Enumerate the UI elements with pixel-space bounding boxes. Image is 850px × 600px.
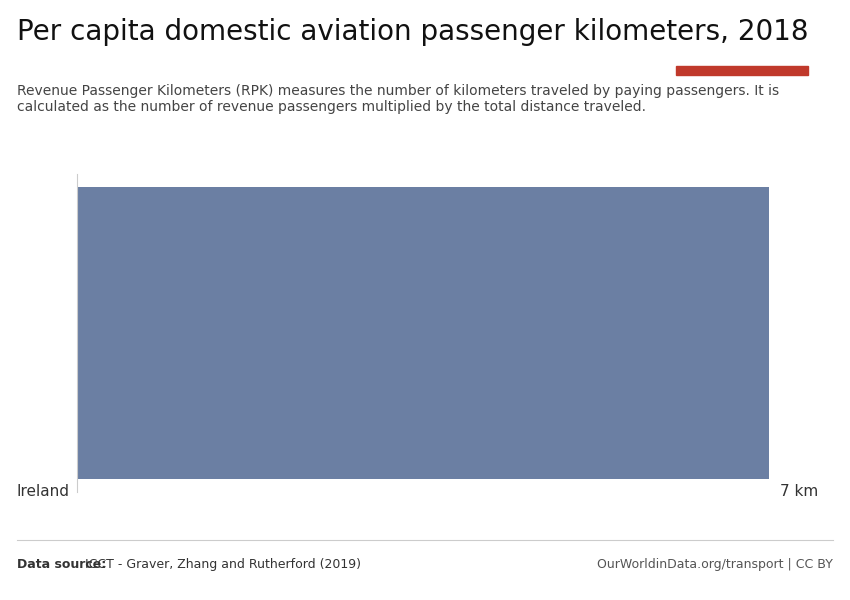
Text: Revenue Passenger Kilometers (RPK) measures the number of kilometers traveled by: Revenue Passenger Kilometers (RPK) measu…: [17, 84, 779, 114]
Bar: [676, 67, 807, 75]
Text: Data source:: Data source:: [17, 558, 106, 571]
Text: Our World
in Data: Our World in Data: [706, 25, 777, 55]
Text: ICCT - Graver, Zhang and Rutherford (2019): ICCT - Graver, Zhang and Rutherford (201…: [81, 558, 360, 571]
Text: Per capita domestic aviation passenger kilometers, 2018: Per capita domestic aviation passenger k…: [17, 18, 808, 46]
Text: OurWorldinData.org/transport | CC BY: OurWorldinData.org/transport | CC BY: [597, 558, 833, 571]
Text: 7 km: 7 km: [780, 485, 819, 499]
Text: Ireland: Ireland: [16, 485, 70, 499]
